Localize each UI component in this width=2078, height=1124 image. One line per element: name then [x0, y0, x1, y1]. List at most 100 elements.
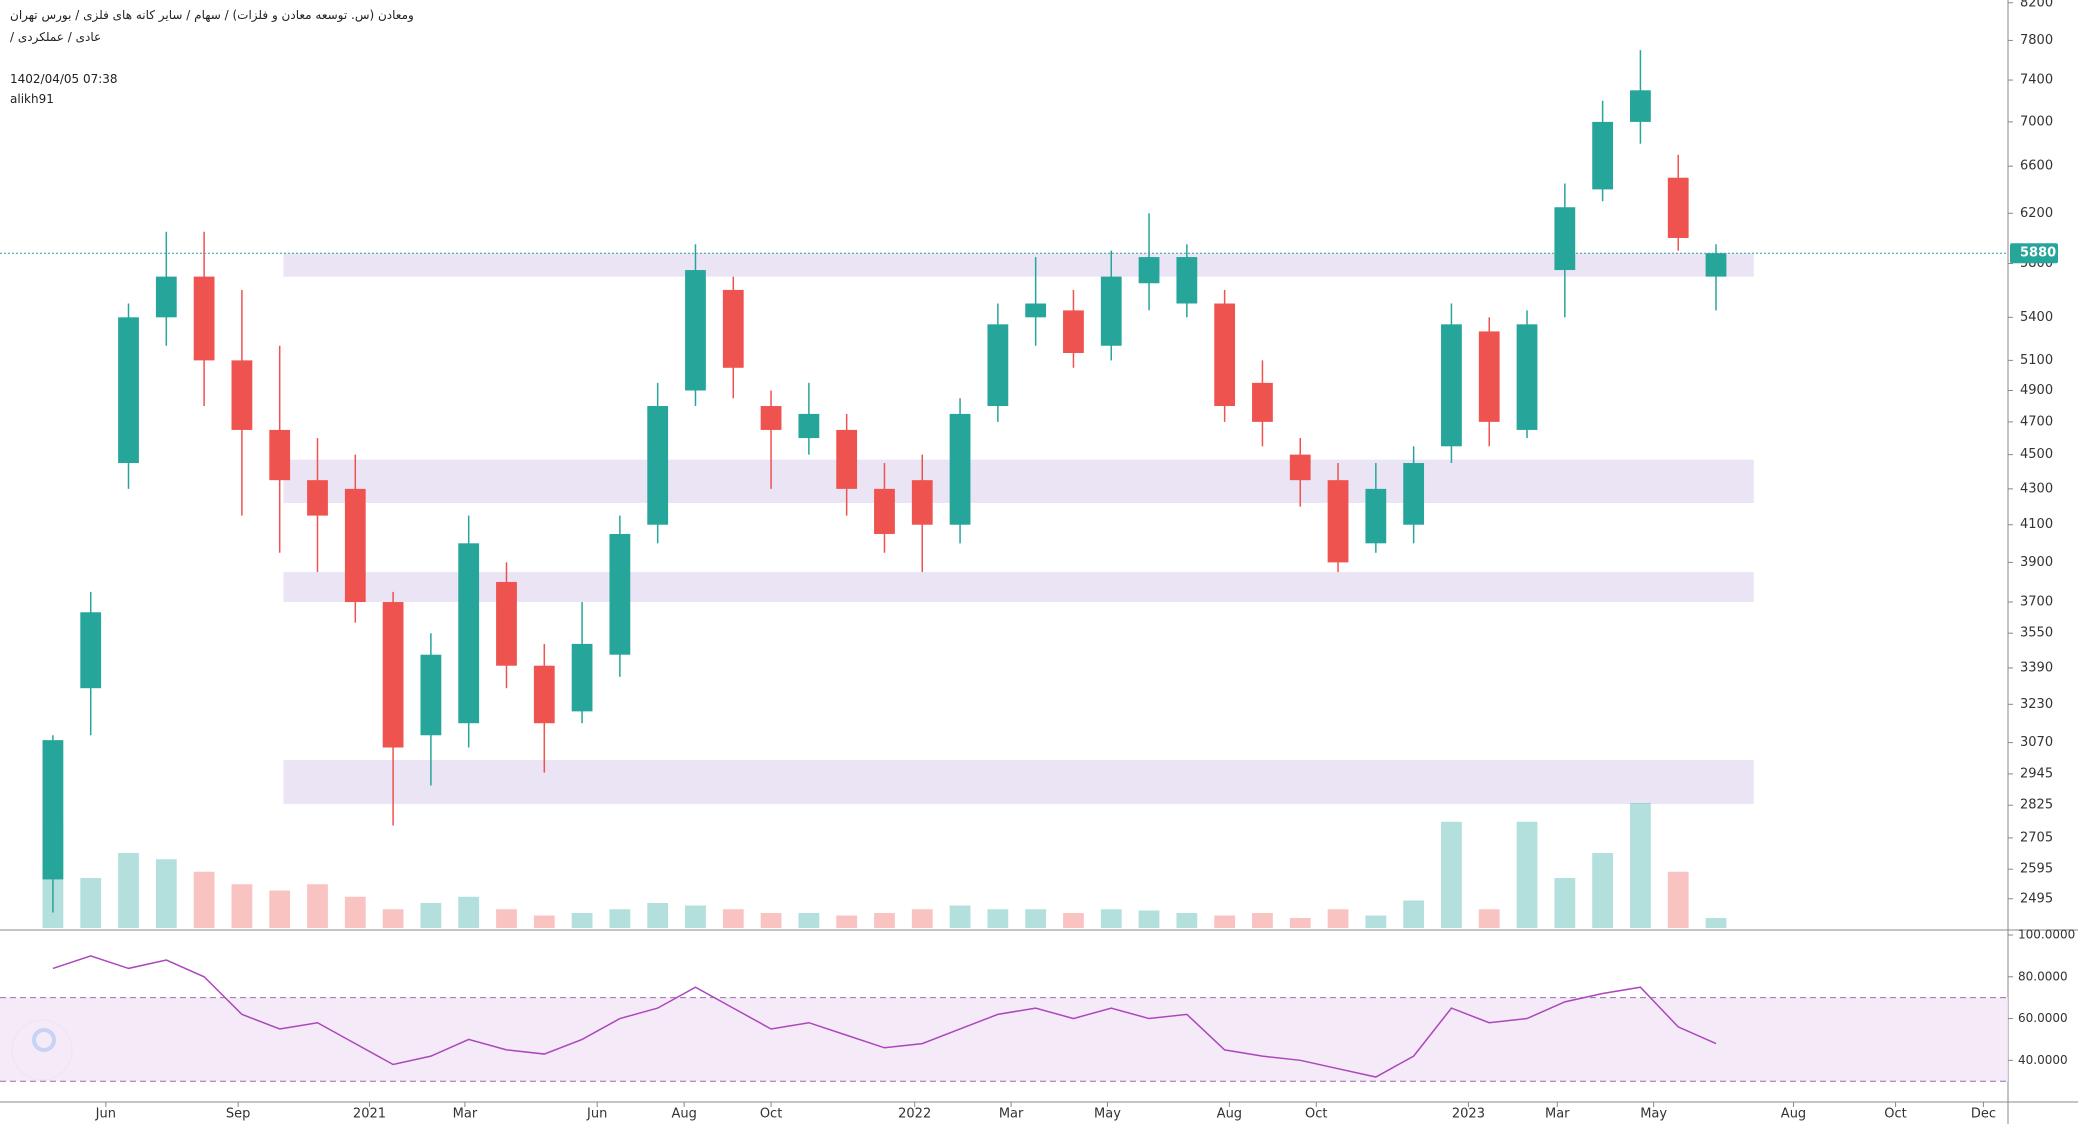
volume-bar — [760, 913, 782, 928]
candle-body — [1554, 207, 1576, 271]
candle-body — [987, 324, 1009, 407]
volume-bar — [1592, 853, 1614, 928]
volume-bar — [382, 909, 404, 928]
volume-bar — [722, 909, 744, 928]
candle-body — [80, 612, 102, 689]
volume-bar — [1063, 913, 1084, 928]
volume-bar — [1516, 821, 1538, 928]
candle-body — [647, 406, 669, 525]
volume-bar — [1214, 915, 1236, 928]
volume-bar — [496, 909, 517, 928]
rsi-tick-label: 40.0000 — [2018, 1053, 2068, 1067]
y-tick-label: 4500 — [2020, 447, 2053, 462]
candle-body — [1365, 488, 1387, 544]
y-tick-label: 3700 — [2020, 595, 2053, 610]
volume-bar — [1630, 803, 1651, 928]
y-tick-label: 6200 — [2020, 206, 2053, 221]
candle-body — [42, 740, 64, 880]
x-tick-label: Jun — [95, 1107, 116, 1122]
volume-bar — [533, 915, 555, 928]
candle-body — [836, 429, 858, 489]
candle-body — [1705, 253, 1727, 277]
y-tick-label: 7400 — [2020, 73, 2053, 88]
volume-bar — [1478, 909, 1500, 928]
candle-body — [269, 429, 291, 481]
candle-body — [1327, 480, 1349, 563]
last-price-label: 5880 — [2020, 246, 2056, 261]
candle-body — [1478, 331, 1500, 422]
candle-body — [155, 276, 177, 318]
volume-bar — [307, 884, 328, 928]
y-tick-label: 3230 — [2020, 697, 2053, 712]
volume-bar — [1138, 910, 1160, 928]
candle-body — [231, 360, 253, 430]
candle-body — [1441, 324, 1462, 447]
volume-bar — [193, 871, 215, 928]
x-tick-label: Mar — [1545, 1107, 1570, 1122]
volume-bar — [874, 913, 895, 928]
volume-bar — [231, 884, 253, 928]
x-tick-label: May — [1094, 1107, 1121, 1122]
volume-bar — [344, 896, 366, 928]
y-tick-label: 2705 — [2020, 830, 2053, 845]
y-tick-label: 2945 — [2020, 766, 2053, 781]
zone — [283, 253, 1754, 277]
x-tick-label: May — [1640, 1107, 1667, 1122]
volume-bar — [1441, 821, 1462, 928]
x-tick-label: Dec — [1971, 1107, 1996, 1122]
volume-bar — [1327, 909, 1349, 928]
volume-bar — [1289, 918, 1311, 928]
volume-bar — [118, 853, 139, 928]
y-tick-label: 4300 — [2020, 481, 2053, 496]
volume-bar — [155, 859, 177, 928]
candle-body — [722, 289, 744, 368]
candle-body — [911, 480, 933, 525]
volume-bar — [1025, 909, 1047, 928]
y-tick-label: 3550 — [2020, 626, 2053, 641]
x-tick-label: 2021 — [353, 1107, 386, 1122]
volume-bar — [1554, 878, 1576, 928]
candle-body — [1176, 257, 1198, 304]
x-tick-label: Aug — [1217, 1107, 1242, 1122]
candle-body — [1630, 90, 1651, 122]
volume-bar — [1365, 915, 1387, 928]
volume-bar — [987, 909, 1009, 928]
volume-bar — [685, 905, 706, 928]
symbol-title: ومعادن (س. توسعه معادن و فلزات) / سهام /… — [10, 8, 414, 22]
y-tick-label: 7000 — [2020, 114, 2053, 129]
rsi-line — [52, 955, 1717, 1078]
candle-body — [118, 317, 139, 464]
candle-body — [1138, 257, 1160, 284]
volume-bar — [1705, 918, 1727, 928]
y-tick-label: 3070 — [2020, 735, 2053, 750]
y-tick-label: 3390 — [2020, 660, 2053, 675]
candle-body — [344, 488, 366, 603]
candle-body — [609, 533, 631, 655]
y-tick-label: 3900 — [2020, 555, 2053, 570]
candle-body — [1214, 303, 1236, 407]
volume-bar — [836, 915, 858, 928]
zone — [283, 759, 1754, 804]
x-tick-label: Mar — [999, 1107, 1024, 1122]
volume-bar — [798, 913, 820, 928]
symbol-subtitle: عادی / عملکردی / — [10, 30, 102, 44]
volume-bar — [1667, 871, 1689, 928]
candle-body — [533, 665, 555, 724]
x-tick-label: Mar — [453, 1107, 478, 1122]
rsi-tick-label: 100.0000 — [2018, 928, 2075, 942]
x-tick-label: Oct — [760, 1107, 782, 1122]
x-tick-label: Aug — [1781, 1107, 1806, 1122]
timestamp: 1402/04/05 07:38 — [10, 72, 118, 86]
y-tick-label: 4700 — [2020, 414, 2053, 429]
x-tick-label: Sep — [226, 1107, 251, 1122]
volume-bar — [1176, 913, 1198, 928]
volume-bar — [420, 903, 442, 928]
y-tick-label: 2495 — [2020, 891, 2053, 906]
y-tick-label: 2825 — [2020, 798, 2053, 813]
volume-bar — [1100, 909, 1122, 928]
candle-body — [193, 276, 215, 361]
candle-body — [458, 543, 480, 724]
candle-body — [760, 406, 782, 430]
